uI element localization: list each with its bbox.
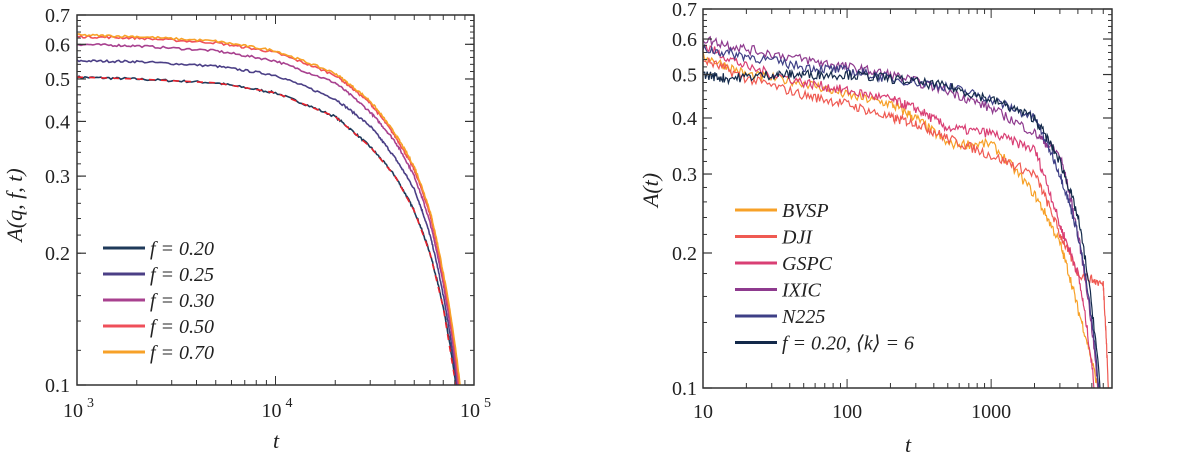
chart-panel-2: 0.1 0.2 0.3 0.4 0.5 0.6 0.7 10 100 1000 t A(t) BVSP D… [638, 0, 1113, 457]
series-line-f-0-50 [76, 34, 460, 386]
plot-frame [702, 8, 1113, 389]
y-tick-label: 0.3 [45, 166, 70, 188]
legend-label: BVSP [782, 200, 829, 222]
legend-label: f = 0.70 [150, 342, 214, 364]
series-line-f-0-20-k-6 [702, 68, 1101, 389]
x-tick-label: 10 [262, 400, 282, 422]
legend-label: f = 0.25 [150, 264, 214, 286]
legend-label: f = 0.30 [150, 290, 214, 312]
legend-label: f = 0.20 [150, 238, 214, 260]
y-tick-label: 0.4 [45, 111, 70, 133]
y-tick-label: 0.6 [45, 34, 70, 56]
y-tick-label: 0.2 [672, 243, 697, 265]
chart-panel-1: 0.1 0.2 0.3 0.4 0.5 0.6 0.7 10 3 10 4 10 5 t A(q, f, t… [2, 5, 491, 453]
legend-label: f = 0.20, ⟨k⟩ = 6 [782, 333, 914, 355]
x-tick-label: 1000 [971, 401, 1011, 423]
legend: f = 0.20 f = 0.25 f = 0.30 f = 0.50 f = 0.70 [103, 238, 214, 364]
x-tick-exponent: 3 [87, 396, 94, 411]
y-tick-label: 0.1 [45, 375, 70, 397]
series-line-gspc [702, 44, 1095, 389]
plot-frame [76, 14, 475, 386]
x-axis-label: t [905, 432, 912, 457]
legend-label: DJI [781, 227, 813, 249]
x-axis-label: t [273, 428, 280, 453]
x-tick-exponent: 4 [286, 396, 293, 411]
x-tick-label: 100 [832, 401, 862, 423]
y-tick-label: 0.3 [672, 164, 697, 186]
series-line-f-0-25 [76, 59, 458, 386]
legend-label: f = 0.50 [150, 316, 214, 338]
legend-label: N225 [781, 306, 825, 328]
y-tick-label: 0.5 [45, 69, 70, 91]
y-tick-label: 0.5 [672, 65, 697, 87]
series-line-f-0-30 [76, 43, 459, 386]
y-tick-label: 0.7 [45, 5, 70, 27]
y-tick-label: 0.7 [672, 0, 697, 21]
legend: BVSP DJI GSPC IXIC N225 f = 0.20, ⟨k⟩ = 6 [735, 200, 914, 355]
y-axis-label: A(t) [638, 173, 663, 209]
x-tick-label: 10 [63, 400, 83, 422]
x-tick-exponent: 5 [484, 396, 491, 411]
y-tick-label: 0.1 [672, 378, 697, 400]
legend-label: GSPC [782, 253, 833, 275]
fit-line-dashed [76, 76, 457, 386]
y-tick-label: 0.6 [672, 29, 697, 51]
series-line-f-0-20 [76, 75, 457, 386]
x-tick-label: 10 [693, 401, 713, 423]
y-tick-label: 0.2 [45, 243, 70, 265]
x-tick-label: 10 [460, 400, 480, 422]
y-axis-label: A(q, f, t) [2, 168, 27, 243]
series-line-f-0-70 [76, 33, 461, 386]
y-tick-label: 0.4 [672, 108, 697, 130]
legend-label: IXIC [781, 280, 822, 302]
